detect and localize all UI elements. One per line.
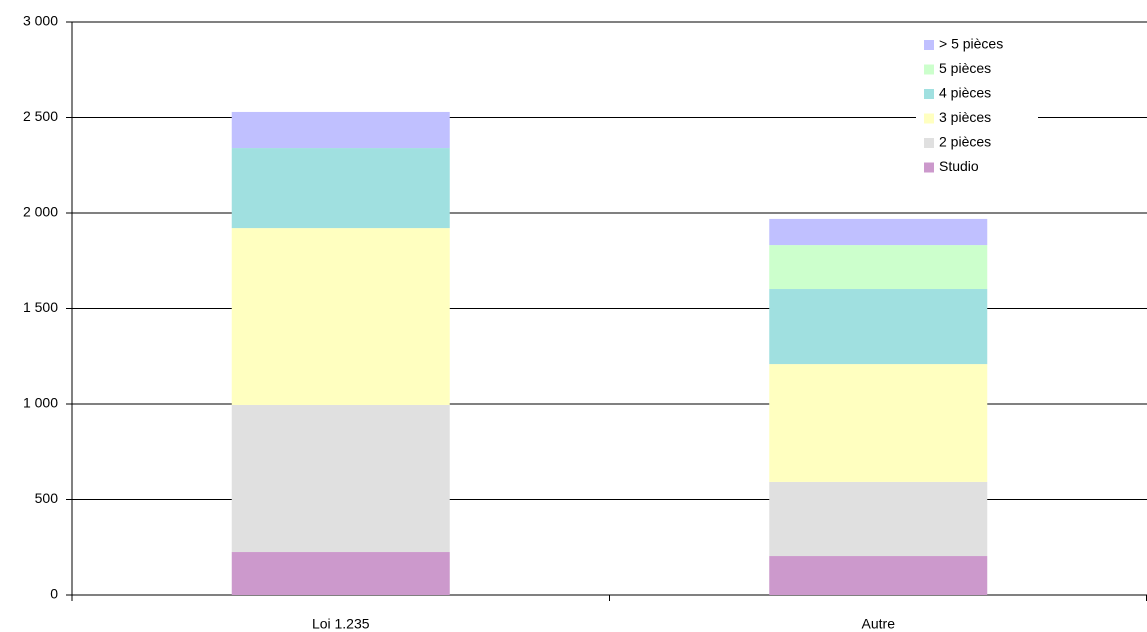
y-tick-label: 500 (35, 490, 59, 506)
legend-swatch (924, 64, 934, 75)
bar-segment (769, 289, 988, 365)
bar-segment (769, 245, 988, 290)
bar-segment (231, 148, 450, 229)
legend-label: Studio (939, 158, 979, 174)
bar-segment (231, 111, 450, 149)
y-tick-label: 1 000 (23, 395, 58, 411)
y-tick-label: 0 (50, 586, 58, 602)
bar-segment (769, 481, 988, 557)
y-tick-label: 2 000 (23, 204, 58, 220)
legend-label: 5 pièces (939, 60, 991, 76)
y-tick-label: 3 000 (23, 13, 58, 29)
x-tick-label: Autre (862, 616, 896, 632)
legend-swatch (924, 162, 934, 173)
bar-segment (231, 228, 450, 405)
x-tick-label: Loi 1.235 (312, 616, 370, 632)
legend-swatch (924, 40, 934, 50)
bar-segment (231, 552, 450, 595)
legend-swatch (924, 113, 934, 124)
legend-swatch (924, 89, 934, 99)
bar-segment (231, 404, 450, 553)
legend-label: 3 pièces (939, 109, 991, 125)
legend-label: 4 pièces (939, 85, 991, 101)
legend-label: > 5 pièces (939, 36, 1003, 52)
legend-box (916, 33, 1038, 188)
legend-label: 2 pièces (939, 134, 991, 150)
bar-segment (769, 218, 988, 246)
legend-swatch (924, 138, 934, 148)
bar-segment (769, 364, 988, 482)
y-tick-label: 2 500 (23, 108, 58, 124)
y-tick-label: 1 500 (23, 299, 58, 315)
bar-segment (769, 556, 988, 595)
